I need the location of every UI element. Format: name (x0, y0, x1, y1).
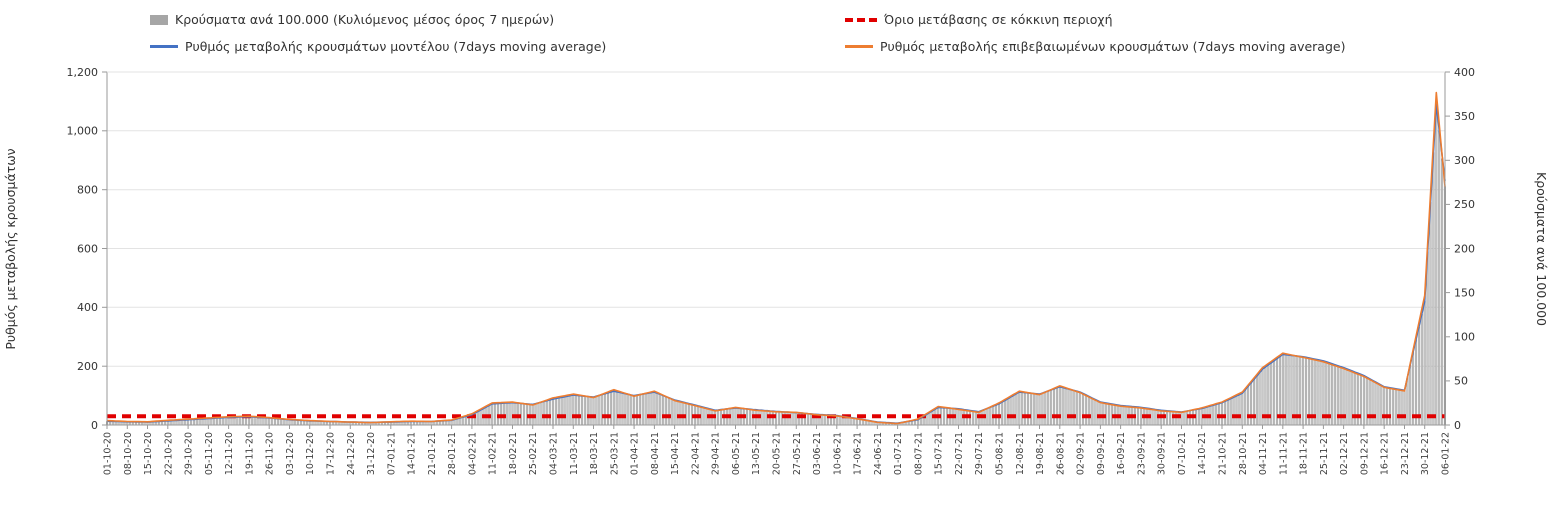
svg-text:1,000: 1,000 (67, 125, 99, 138)
svg-text:250: 250 (1454, 198, 1475, 211)
svg-text:09-12-21: 09-12-21 (1359, 432, 1370, 475)
svg-text:26-11-20: 26-11-20 (265, 432, 276, 475)
svg-text:03-12-20: 03-12-20 (285, 432, 296, 475)
right-axis-tick-labels: 0 50 100 150 200 250 300 350 400 (1454, 66, 1475, 432)
svg-text:23-09-21: 23-09-21 (1136, 432, 1147, 475)
cases-bars-series (105, 102, 1446, 426)
svg-text:30-12-21: 30-12-21 (1420, 432, 1431, 475)
svg-text:15-07-21: 15-07-21 (934, 432, 945, 475)
left-axis-title: Ρυθμός μεταβολής κρουσμάτων (3, 148, 18, 349)
svg-text:01-07-21: 01-07-21 (893, 432, 904, 475)
svg-text:21-10-21: 21-10-21 (1218, 432, 1229, 475)
svg-text:04-11-21: 04-11-21 (1258, 432, 1269, 475)
svg-text:29-10-20: 29-10-20 (184, 432, 195, 475)
svg-text:0: 0 (1454, 419, 1461, 432)
x-axis-tick-labels: 01-10-20 08-10-20 15-10-20 22-10-20 29-10-20… (103, 432, 1452, 475)
svg-text:01-10-20: 01-10-20 (103, 432, 114, 475)
svg-text:Κρούσματα ανά 100.000: Κρούσματα ανά 100.000 (1534, 172, 1549, 326)
svg-text:17-12-20: 17-12-20 (326, 432, 337, 475)
svg-text:12-11-20: 12-11-20 (224, 432, 235, 475)
svg-text:22-10-20: 22-10-20 (163, 432, 174, 475)
svg-text:02-12-21: 02-12-21 (1339, 432, 1350, 475)
svg-text:11-11-21: 11-11-21 (1278, 432, 1289, 475)
svg-text:13-05-21: 13-05-21 (751, 432, 762, 475)
svg-text:11-02-21: 11-02-21 (488, 432, 499, 475)
svg-text:300: 300 (1454, 154, 1475, 167)
svg-text:Ρυθμός μεταβολής κρουσμάτων: Ρυθμός μεταβολής κρουσμάτων (3, 148, 18, 349)
svg-text:15-10-20: 15-10-20 (143, 432, 154, 475)
svg-text:24-06-21: 24-06-21 (873, 432, 884, 475)
svg-text:11-03-21: 11-03-21 (569, 432, 580, 475)
svg-text:30-09-21: 30-09-21 (1157, 432, 1168, 475)
svg-text:08-10-20: 08-10-20 (123, 432, 134, 475)
svg-text:23-12-21: 23-12-21 (1400, 432, 1411, 475)
right-axis-title: Κρούσματα ανά 100.000 (1534, 172, 1549, 326)
svg-text:03-06-21: 03-06-21 (812, 432, 823, 475)
svg-text:19-11-20: 19-11-20 (244, 432, 255, 475)
svg-text:07-10-21: 07-10-21 (1177, 432, 1188, 475)
svg-text:28-01-21: 28-01-21 (447, 432, 458, 475)
svg-text:25-11-21: 25-11-21 (1319, 432, 1330, 475)
svg-text:20-05-21: 20-05-21 (772, 432, 783, 475)
svg-text:10-06-21: 10-06-21 (832, 432, 843, 475)
svg-text:1,200: 1,200 (67, 66, 99, 79)
svg-text:10-12-20: 10-12-20 (305, 432, 316, 475)
svg-text:400: 400 (1454, 66, 1475, 79)
svg-text:29-07-21: 29-07-21 (974, 432, 985, 475)
svg-text:29-04-21: 29-04-21 (711, 432, 722, 475)
svg-text:28-10-21: 28-10-21 (1238, 432, 1249, 475)
svg-text:08-04-21: 08-04-21 (650, 432, 661, 475)
svg-text:27-05-21: 27-05-21 (792, 432, 803, 475)
svg-text:05-11-20: 05-11-20 (204, 432, 215, 475)
gridlines (107, 71, 1445, 367)
svg-text:800: 800 (77, 184, 98, 197)
svg-text:25-02-21: 25-02-21 (528, 432, 539, 475)
svg-text:02-09-21: 02-09-21 (1076, 432, 1087, 475)
model-rate-line (106, 103, 1446, 425)
svg-text:12-08-21: 12-08-21 (1015, 432, 1026, 475)
svg-text:08-07-21: 08-07-21 (913, 432, 924, 475)
svg-text:15-04-21: 15-04-21 (670, 432, 681, 475)
svg-text:04-02-21: 04-02-21 (467, 432, 478, 475)
svg-text:18-03-21: 18-03-21 (589, 432, 600, 475)
svg-text:18-11-21: 18-11-21 (1299, 432, 1310, 475)
svg-text:19-08-21: 19-08-21 (1035, 432, 1046, 475)
svg-text:17-06-21: 17-06-21 (853, 432, 864, 475)
svg-text:16-12-21: 16-12-21 (1380, 432, 1391, 475)
svg-text:18-02-21: 18-02-21 (508, 432, 519, 475)
svg-text:400: 400 (77, 301, 98, 314)
svg-text:06-01-22: 06-01-22 (1441, 432, 1452, 475)
svg-text:200: 200 (77, 360, 98, 373)
svg-text:07-01-21: 07-01-21 (386, 432, 397, 475)
svg-text:21-01-21: 21-01-21 (427, 432, 438, 475)
svg-text:16-09-21: 16-09-21 (1116, 432, 1127, 475)
svg-text:200: 200 (1454, 242, 1475, 255)
svg-text:31-12-20: 31-12-20 (366, 432, 377, 475)
svg-text:0: 0 (91, 419, 98, 432)
svg-text:350: 350 (1454, 110, 1475, 123)
svg-text:22-07-21: 22-07-21 (954, 432, 965, 475)
svg-text:14-01-21: 14-01-21 (407, 432, 418, 475)
axes (102, 71, 1450, 429)
svg-text:24-12-20: 24-12-20 (346, 432, 357, 475)
svg-text:06-05-21: 06-05-21 (731, 432, 742, 475)
svg-text:05-08-21: 05-08-21 (995, 432, 1006, 475)
svg-text:600: 600 (77, 242, 98, 255)
svg-text:100: 100 (1454, 331, 1475, 344)
svg-text:25-03-21: 25-03-21 (609, 432, 620, 475)
svg-text:50: 50 (1454, 375, 1468, 388)
svg-text:04-03-21: 04-03-21 (549, 432, 560, 475)
svg-text:150: 150 (1454, 286, 1475, 299)
svg-text:09-09-21: 09-09-21 (1096, 432, 1107, 475)
svg-text:14-10-21: 14-10-21 (1197, 432, 1208, 475)
svg-text:26-08-21: 26-08-21 (1055, 432, 1066, 475)
svg-text:22-04-21: 22-04-21 (690, 432, 701, 475)
confirmed-rate-line (106, 91, 1446, 425)
svg-text:01-04-21: 01-04-21 (630, 432, 641, 475)
left-axis-tick-labels: 0 200 400 600 800 1,000 1,200 (67, 66, 99, 432)
